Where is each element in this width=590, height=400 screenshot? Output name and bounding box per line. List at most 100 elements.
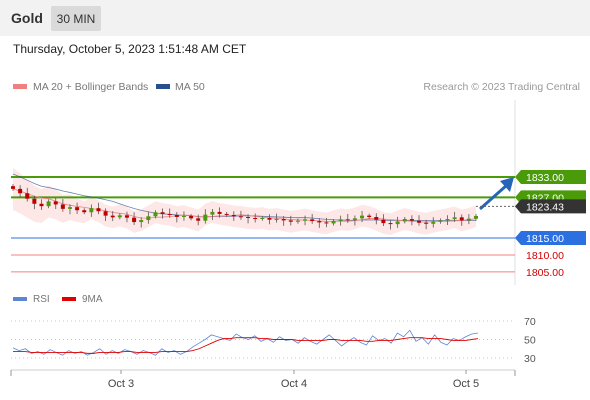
time-axis-label: Oct 3	[108, 378, 134, 390]
ma9-legend-swatch	[62, 297, 76, 301]
rsi-legend: RSI 9MA	[13, 294, 103, 305]
candle-body	[196, 218, 201, 221]
candle-body	[474, 215, 478, 219]
candle-body	[181, 215, 186, 217]
candle-body	[217, 211, 222, 214]
candle-body	[53, 201, 58, 205]
rsi-tick-label: 70	[524, 316, 536, 328]
candle-body	[238, 216, 243, 218]
instrument-title: Gold	[11, 10, 43, 26]
ma50-legend-swatch	[156, 84, 170, 89]
candle-body	[67, 207, 72, 209]
candle-body	[402, 219, 407, 222]
rsi-line	[12, 329, 479, 356]
candle-body	[39, 203, 44, 207]
candle-body	[417, 220, 422, 223]
level-label-bg-2	[515, 231, 586, 245]
candle-body	[246, 216, 251, 219]
candle-body	[310, 219, 315, 222]
rsi-tick-label: 50	[524, 335, 536, 347]
candle-body	[11, 186, 15, 189]
candle-body	[82, 210, 87, 213]
level-label-4: 1805.00	[526, 267, 564, 279]
main-legend: MA 20 + Bollinger Bands MA 50 Research ©…	[13, 81, 580, 93]
candle-body	[160, 212, 165, 214]
candle-body	[324, 222, 329, 224]
candle-body	[25, 193, 30, 199]
candle-body	[338, 219, 343, 222]
candle-body	[203, 214, 208, 221]
candle-body	[431, 221, 436, 224]
candle-body	[110, 215, 115, 218]
candle-body	[124, 215, 129, 218]
candle-body	[295, 220, 300, 222]
candle-body	[288, 220, 293, 222]
candle-body	[374, 216, 379, 220]
candle-body	[18, 188, 23, 194]
candle-body	[303, 219, 308, 221]
candle-body	[75, 207, 80, 211]
chart-timestamp: Thursday, October 5, 2023 1:51:48 AM CET	[13, 42, 247, 56]
candle-body	[146, 216, 151, 221]
candle-body	[409, 219, 414, 221]
forecast-arrow	[479, 177, 514, 211]
last-price-label: 1823.43	[526, 201, 564, 213]
candle-body	[388, 223, 393, 225]
candle-body	[253, 218, 258, 220]
candle-body	[267, 218, 272, 220]
candle-body	[210, 211, 215, 215]
ma20-legend-swatch	[13, 84, 27, 89]
candle-body	[438, 220, 443, 222]
candle-body	[224, 213, 229, 215]
candle-body	[174, 214, 179, 217]
candle-body	[424, 222, 429, 224]
candle-body	[103, 211, 108, 216]
candle-body	[281, 219, 286, 221]
rsi-legend-swatch	[13, 297, 27, 301]
candle-body	[117, 215, 122, 218]
candle-body	[352, 218, 357, 221]
candle-body	[381, 219, 386, 224]
candle-body	[260, 218, 265, 220]
candle-body	[317, 221, 322, 223]
candle-body	[452, 217, 457, 220]
level-label-0: 1833.00	[526, 172, 564, 184]
candle-body	[60, 204, 65, 209]
rsi-tick-label: 30	[524, 353, 536, 365]
candle-body	[231, 214, 236, 217]
candle-body	[46, 201, 51, 207]
candle-body	[459, 217, 464, 221]
level-label-2: 1815.00	[526, 233, 564, 245]
candle-body	[466, 218, 471, 221]
candle-body	[32, 198, 37, 204]
forecast-arrow-shaft	[479, 183, 508, 211]
chart-header: Gold 30 MIN	[0, 0, 590, 36]
candle-body	[445, 219, 450, 221]
candle-body	[89, 208, 94, 213]
level-label-3: 1810.00	[526, 250, 564, 262]
candle-body	[360, 215, 365, 219]
copyright-text: Research © 2023 Trading Central	[423, 81, 580, 93]
time-axis-label: Oct 5	[453, 378, 479, 390]
candle-body	[395, 221, 400, 225]
candle-body	[345, 219, 350, 221]
candle-body	[367, 215, 372, 217]
ma9-legend-label: 9MA	[82, 294, 103, 305]
level-label-bg-0	[515, 170, 586, 184]
rsi-legend-label: RSI	[33, 294, 50, 305]
candle-body	[132, 217, 137, 223]
rsi-panel: 70 50 30	[11, 316, 536, 365]
candle-body	[274, 219, 279, 221]
ma20-legend-label: MA 20 + Bollinger Bands	[33, 81, 148, 93]
price-level-labels: 1833.001827.001815.001810.001805.001823.…	[476, 170, 586, 279]
last-price-bg	[515, 199, 586, 214]
rsi-ma9-line	[13, 337, 479, 354]
ma50-legend-label: MA 50	[175, 81, 205, 93]
timeframe-badge[interactable]: 30 MIN	[51, 6, 101, 31]
candle-body	[96, 208, 101, 212]
forecast-arrow-head	[500, 177, 514, 192]
candle-body	[167, 213, 172, 215]
candle-body	[331, 221, 336, 224]
time-axis-label: Oct 4	[281, 378, 307, 390]
